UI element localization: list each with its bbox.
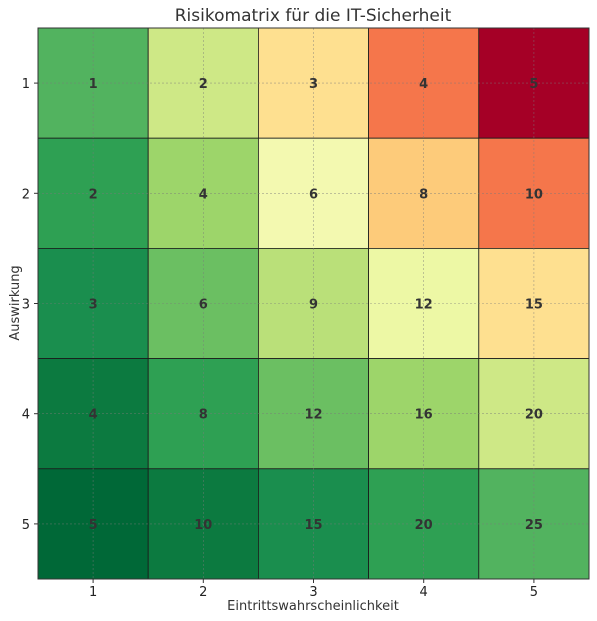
x-tick-label: 4: [420, 585, 428, 600]
cell-value-label: 2: [199, 77, 208, 92]
cell-value-label: 8: [199, 408, 208, 423]
x-tick-label: 3: [309, 585, 317, 600]
cell-value-label: 4: [419, 77, 428, 92]
cell-value-label: 20: [415, 518, 433, 533]
cell-value-label: 12: [415, 298, 433, 313]
cell-value-label: 16: [415, 408, 433, 423]
cell-value-label: 10: [525, 187, 543, 202]
cell-value-label: 1: [89, 77, 98, 92]
x-tick-label: 2: [199, 585, 207, 600]
cell-value-label: 8: [419, 187, 428, 202]
y-tick-label: 3: [22, 298, 30, 313]
cell-value-label: 6: [309, 187, 318, 202]
x-axis-label: Eintrittswahrscheinlichkeit: [227, 599, 399, 614]
cell-value-label: 2: [89, 187, 98, 202]
cell-value-label: 4: [199, 187, 208, 202]
cell-labels: 1 2 3 4 52 4 6 8 103 6 9 12 154 8 12 16 205 10 15 20 25: [89, 77, 543, 533]
cell-value-label: 15: [525, 298, 543, 313]
plot-frame: [37, 27, 590, 580]
cell-value-label: 3: [309, 77, 318, 92]
x-tick-label: 5: [530, 585, 538, 600]
cell-value-label: 5: [89, 518, 98, 533]
cell-value-label: 25: [525, 518, 543, 533]
cell-value-label: 12: [304, 408, 322, 423]
y-axis-label: Auswirkung: [8, 265, 23, 340]
y-tick-label: 2: [22, 187, 30, 202]
chart-title: Risikomatrix für die IT-Sicherheit: [175, 6, 452, 26]
cell-value-label: 5: [529, 77, 538, 92]
cell-value-label: 6: [199, 298, 208, 313]
y-tick-label: 1: [22, 77, 30, 92]
y-tick-label: 5: [22, 518, 30, 533]
heatmap-cell: [37, 27, 149, 139]
cell-value-label: 20: [525, 408, 543, 423]
y-tick-label: 4: [22, 408, 30, 423]
cell-value-label: 9: [309, 298, 318, 313]
cell-value-label: 10: [194, 518, 212, 533]
cell-value-label: 3: [89, 298, 98, 313]
x-tick-label: 1: [89, 585, 97, 600]
cell-value-label: 4: [89, 408, 98, 423]
cell-value-label: 15: [304, 518, 322, 533]
